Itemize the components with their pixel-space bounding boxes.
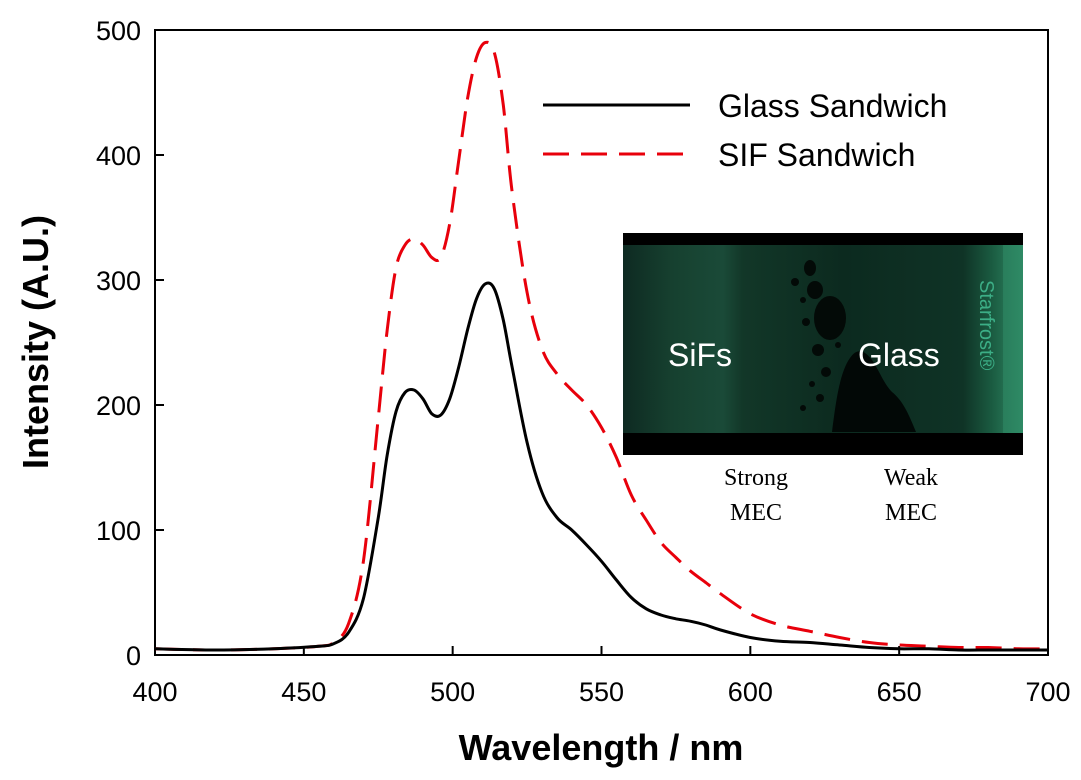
- series-line-glass-sandwich: [154, 281, 1048, 652]
- y-tick-label: 200: [96, 391, 141, 421]
- inset-photo: SiFs Glass Starfrost®: [623, 233, 1023, 455]
- inset-label-glass: Glass: [858, 337, 940, 373]
- dark-region: [832, 351, 916, 432]
- y-tick-label: 500: [96, 16, 141, 46]
- x-tick-label: 650: [877, 677, 922, 707]
- slide-glass: [623, 245, 1023, 433]
- caption-weak-mec: MEC: [885, 500, 937, 526]
- x-tick-label: 500: [430, 677, 475, 707]
- x-tick-label: 550: [579, 677, 624, 707]
- y-axis-title: Intensity (A.U.): [15, 215, 56, 469]
- y-tick-label: 300: [96, 266, 141, 296]
- y-tick-label: 100: [96, 516, 141, 546]
- legend-label-glass: Glass Sandwich: [718, 88, 947, 124]
- x-tick-label: 600: [728, 677, 773, 707]
- caption-strong: Strong: [724, 465, 788, 491]
- axis-ticks: [154, 29, 1049, 656]
- starfrost-logo: Starfrost®: [975, 280, 997, 371]
- bubbles: [791, 260, 846, 411]
- caption-weak: Weak: [884, 465, 938, 491]
- caption-strong-mec: MEC: [730, 500, 782, 526]
- inset-label-sifs: SiFs: [668, 337, 732, 373]
- slide-edge: [1003, 245, 1023, 433]
- y-tick-label: 0: [126, 641, 141, 671]
- series-layer: [154, 40, 1049, 652]
- x-axis-title: Wavelength / nm: [459, 727, 744, 768]
- tick-labels: 400 450 500 550 600 650 700 0 100 200 300 400 500: [96, 16, 1071, 707]
- x-tick-label: 450: [281, 677, 326, 707]
- y-tick-label: 400: [96, 141, 141, 171]
- x-tick-label: 400: [132, 677, 177, 707]
- legend-label-sif: SIF Sandwich: [718, 137, 915, 173]
- legend: Glass Sandwich SIF Sandwich: [543, 88, 947, 173]
- series-line-sif-sandwich: [154, 40, 1049, 652]
- x-tick-label: 700: [1025, 677, 1070, 707]
